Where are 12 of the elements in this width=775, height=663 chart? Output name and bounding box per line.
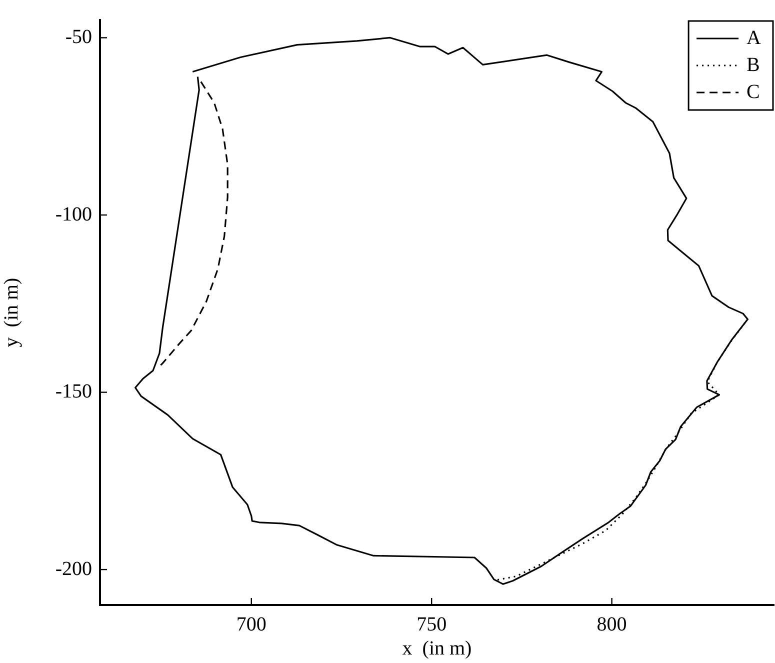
legend-label: B <box>746 54 760 76</box>
y-tick-label: -150 <box>55 380 92 403</box>
x-tick-label: 750 <box>416 613 447 636</box>
y-axis-title: y (in m) <box>0 278 22 348</box>
x-tick-label: 700 <box>236 613 266 636</box>
y-tick-label: -50 <box>65 26 92 48</box>
legend-label: A <box>746 26 762 49</box>
x-axis-title: x (in m) <box>402 637 472 660</box>
y-tick-label: -200 <box>55 558 92 580</box>
x-tick-label: 800 <box>596 613 627 636</box>
y-tick-label: -100 <box>55 203 92 226</box>
legend-label: C <box>746 80 760 103</box>
